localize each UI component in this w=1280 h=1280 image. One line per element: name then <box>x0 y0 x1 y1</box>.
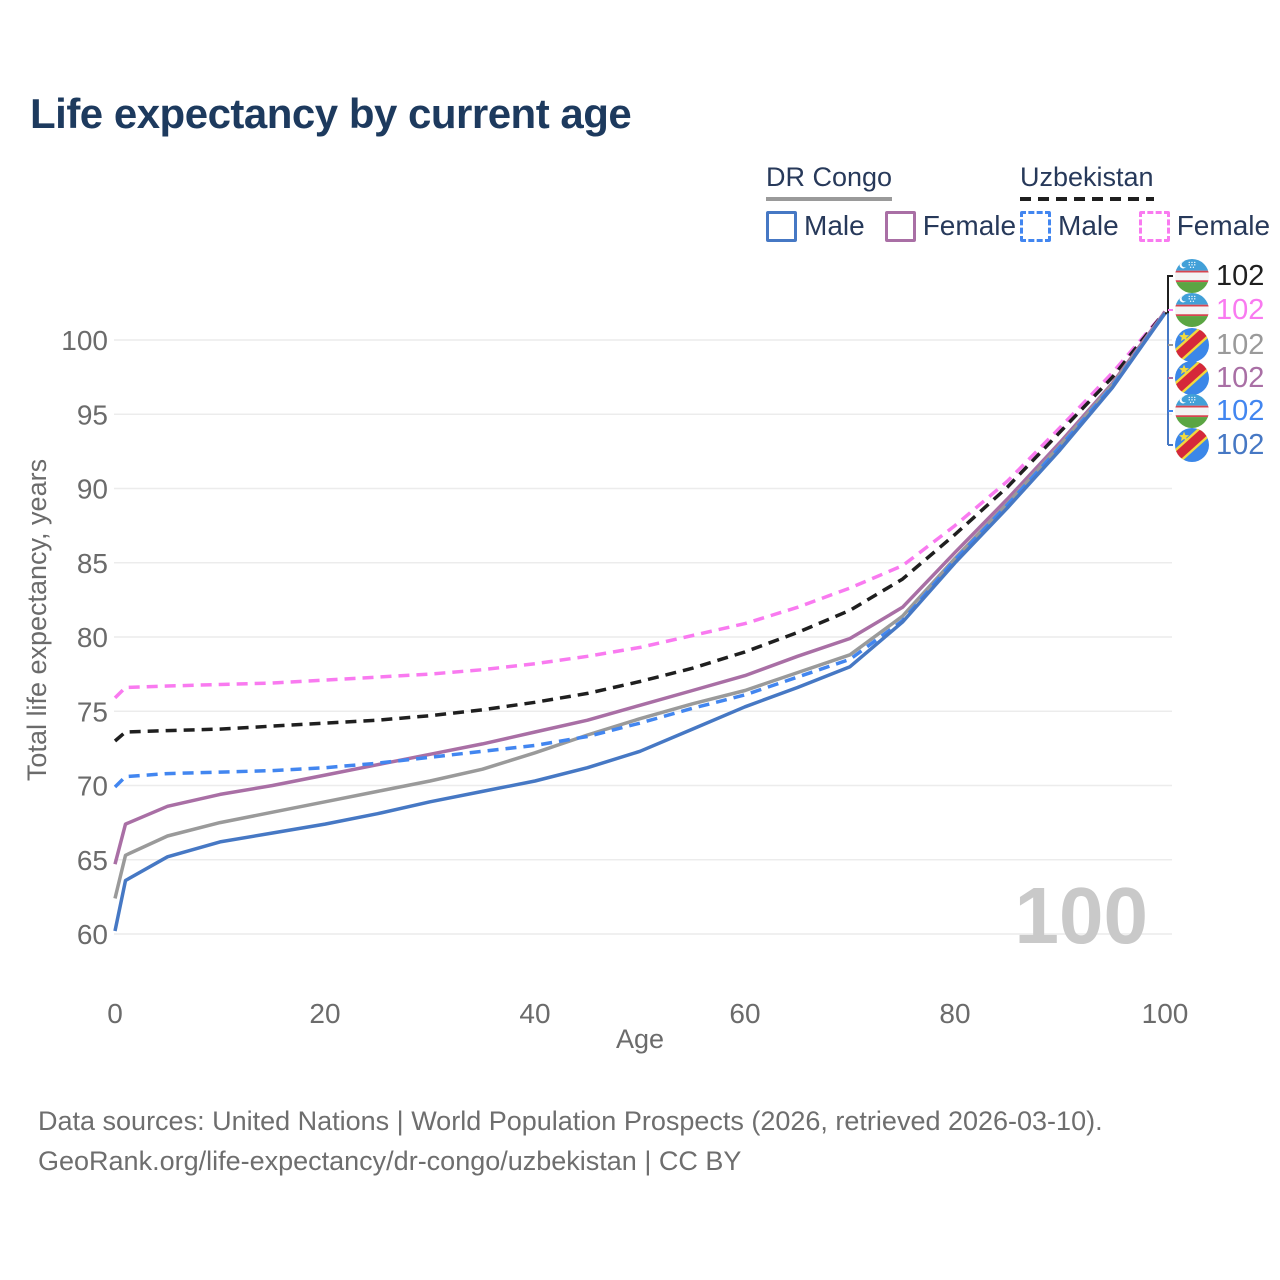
attribution-note: GeoRank.org/life-expectancy/dr-congo/uzb… <box>38 1146 742 1176</box>
flag-icon-cd <box>1175 328 1209 362</box>
legend-item-uzbekistan-female[interactable]: Female <box>1138 210 1271 242</box>
line-dr-congo-female <box>113 310 1167 865</box>
y-tick-label: 75 <box>77 696 108 727</box>
age-watermark: 100 <box>1015 871 1148 960</box>
end-label-value: 102 <box>1216 294 1265 326</box>
flag-icon-cd <box>1175 361 1209 395</box>
legend-swatch-dr-congo-female[interactable] <box>884 210 916 242</box>
y-tick-label: 80 <box>77 622 108 653</box>
legend-item-dr-congo-female[interactable]: Female <box>884 210 1017 242</box>
legend-group-title-uzbekistan: Uzbekistan <box>1020 162 1154 192</box>
x-tick-label: 20 <box>309 998 340 1029</box>
end-label-value: 102 <box>1216 260 1265 292</box>
y-tick-label: 100 <box>61 325 108 356</box>
end-label-uzbekistan-male: 102 <box>1175 394 1264 428</box>
x-tick-label: 80 <box>939 998 970 1029</box>
line-dr-congo-male <box>113 312 1167 932</box>
y-tick-label: 95 <box>77 399 108 430</box>
page-title: Life expectancy by current age <box>30 90 632 137</box>
legend-item-dr-congo-male[interactable]: Male <box>766 210 865 242</box>
end-label-dr-congo-male: 102 <box>1175 428 1264 462</box>
leader-line <box>1165 275 1173 315</box>
end-label-uzbekistan-female: 102 <box>1175 293 1264 327</box>
legend-item-label: Female <box>1176 210 1271 241</box>
y-axis-title: Total life expectancy, years <box>22 459 52 781</box>
legend-underline-solid <box>766 197 893 201</box>
y-tick-label: 90 <box>77 474 108 505</box>
y-tick-label: 60 <box>77 919 108 950</box>
legend-item-label: Female <box>922 210 1017 241</box>
x-axis-title: Age <box>616 1024 664 1054</box>
legend-swatch-uzbekistan-male[interactable] <box>1020 210 1051 242</box>
end-label-dr-congo: 102 <box>1175 328 1264 362</box>
end-label-value: 102 <box>1216 329 1265 361</box>
line-dr-congo <box>113 312 1167 899</box>
y-tick-label: 65 <box>77 845 108 876</box>
y-tick-label: 85 <box>77 548 108 579</box>
legend-group-dr-congo: DR Congo Male Female <box>766 162 1036 242</box>
legend-item-uzbekistan-male[interactable]: Male <box>1020 210 1119 242</box>
legend-underline-dashed <box>1020 197 1154 201</box>
y-tick-label: 70 <box>77 771 108 802</box>
legend-item-label: Male <box>804 210 865 241</box>
end-label-value: 102 <box>1216 362 1265 394</box>
line-uzbekistan-female <box>113 310 1167 700</box>
end-label-value: 102 <box>1216 429 1265 461</box>
legend-swatch-uzbekistan-female[interactable] <box>1138 210 1170 242</box>
line-uzbekistan <box>113 310 1167 743</box>
data-source-note: Data sources: United Nations | World Pop… <box>38 1106 1103 1136</box>
legend-group-uzbekistan: Uzbekistan Male Female <box>1020 162 1280 242</box>
x-tick-label: 60 <box>729 998 760 1029</box>
flag-icon-uz <box>1175 293 1209 327</box>
flag-icon-uz <box>1175 259 1209 293</box>
legend-swatch-dr-congo-male[interactable] <box>766 210 797 242</box>
end-label-dr-congo-female: 102 <box>1175 361 1264 395</box>
x-tick-label: 100 <box>1142 998 1189 1029</box>
legend-item-label: Male <box>1058 210 1119 241</box>
end-label-uzbekistan: 102 <box>1175 259 1264 293</box>
flag-icon-cd <box>1175 428 1209 462</box>
flag-icon-uz <box>1175 394 1209 428</box>
legend-group-title-dr-congo: DR Congo <box>766 162 893 192</box>
end-label-value: 102 <box>1216 395 1265 427</box>
x-tick-label: 40 <box>519 998 550 1029</box>
x-tick-label: 0 <box>107 998 123 1029</box>
line-uzbekistan-male <box>113 312 1167 789</box>
